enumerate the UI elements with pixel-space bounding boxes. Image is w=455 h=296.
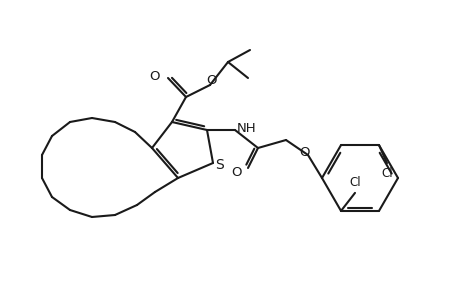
Text: O: O <box>206 73 217 86</box>
Text: Cl: Cl <box>380 167 392 180</box>
Text: O: O <box>231 165 242 178</box>
Text: Cl: Cl <box>349 176 360 189</box>
Text: NH: NH <box>237 121 256 134</box>
Text: S: S <box>215 158 224 172</box>
Text: O: O <box>299 146 309 158</box>
Text: O: O <box>149 70 160 83</box>
